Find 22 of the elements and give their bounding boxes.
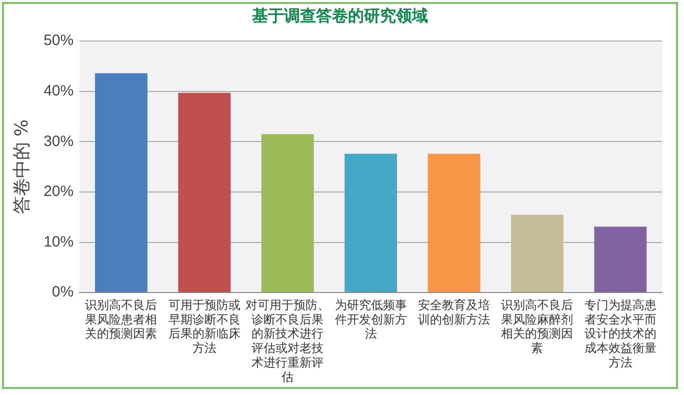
chart-title: 基于调查答卷的研究领域 [251, 6, 429, 27]
bar [511, 214, 564, 292]
bar [261, 134, 314, 292]
x-tick-label: 识别高不良后果风险患者相关的预测因素 [85, 298, 158, 341]
bar [344, 154, 398, 292]
x-tick-label: 可用于预防或早期诊断不良后果的新临床方法 [168, 298, 240, 356]
y-axis-title: 答卷中的 % [11, 119, 32, 214]
y-tick-label: 20% [44, 183, 74, 200]
bar [594, 226, 647, 292]
bar [428, 154, 480, 292]
y-tick-label: 50% [44, 32, 74, 50]
y-tick-label: 0% [52, 284, 74, 301]
x-tick-label: 对可用于预防、诊断不良后果的新技术进行评估或对老技术进行重新评估 [246, 298, 330, 384]
x-tick-label: 专门为提高患者安全水平而设计的技术的成本效益衡量方法 [584, 298, 656, 370]
x-tick-label: 识别高不良后果风险麻醉剂相关的预测因素 [501, 298, 574, 356]
y-tick-label: 30% [44, 132, 74, 150]
y-tick-label: 10% [44, 233, 74, 250]
bar [178, 92, 231, 292]
y-tick-label: 40% [44, 82, 74, 100]
bar [95, 73, 148, 292]
x-tick-label: 为研究低频事件开发创新方法 [334, 298, 407, 341]
x-tick-label: 安全教育及培训的创新方法 [418, 298, 490, 326]
